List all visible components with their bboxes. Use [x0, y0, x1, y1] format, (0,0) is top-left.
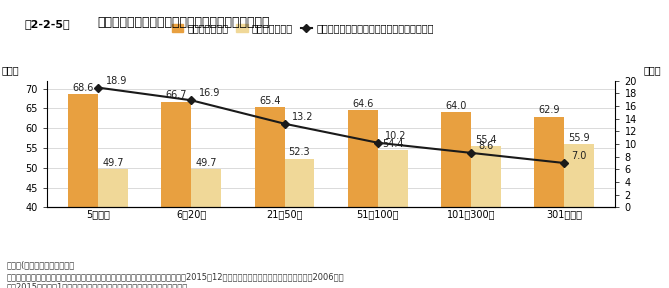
Text: 資料：(株）東京商工リサーチ: 資料：(株）東京商工リサーチ — [7, 261, 75, 270]
Text: 62.9: 62.9 — [539, 105, 560, 115]
Text: 66.7: 66.7 — [166, 90, 187, 101]
Text: 52.3: 52.3 — [288, 147, 310, 158]
Text: 55.4: 55.4 — [475, 135, 496, 145]
Bar — [348, 110, 378, 288]
Text: 7.0: 7.0 — [572, 151, 587, 161]
Text: 16.9: 16.9 — [199, 88, 220, 98]
Bar — [535, 117, 564, 288]
Text: 13.2: 13.2 — [292, 112, 314, 122]
Text: 2015年の間に1度以上経営者交代している中小企業を対象としている。: 2015年の間に1度以上経営者交代している中小企業を対象としている。 — [7, 283, 188, 288]
Bar — [378, 150, 407, 288]
Text: 経営者交代による平均年齢の変化（従業員規模別）: 経営者交代による平均年齢の変化（従業員規模別） — [97, 16, 270, 29]
Text: 65.4: 65.4 — [259, 96, 280, 106]
Text: 49.7: 49.7 — [195, 158, 217, 168]
Text: 第2-2-5図: 第2-2-5図 — [24, 19, 70, 29]
Text: （注）（株）東京商工リサーチが保有する企業データベースに収録されており、2015年12月時点で活動中であることが確認でき、2006年～: （注）（株）東京商工リサーチが保有する企業データベースに収録されており、2015… — [7, 272, 345, 281]
Text: 54.4: 54.4 — [382, 139, 403, 149]
Legend: 交代前平均年齢, 交代後平均年齢, 経営者交代で下がった年齢の平均（右目盛）: 交代前平均年齢, 交代後平均年齢, 経営者交代で下がった年齢の平均（右目盛） — [168, 20, 438, 37]
Text: 64.6: 64.6 — [352, 99, 373, 109]
Text: 8.6: 8.6 — [478, 141, 494, 151]
Text: 64.0: 64.0 — [446, 101, 467, 111]
Bar — [441, 112, 471, 288]
Bar — [68, 94, 98, 288]
Bar — [98, 169, 128, 288]
Text: 10.2: 10.2 — [385, 131, 407, 141]
Bar — [564, 144, 594, 288]
Bar — [471, 146, 501, 288]
Bar — [191, 169, 221, 288]
Text: 18.9: 18.9 — [106, 76, 127, 86]
Text: 49.7: 49.7 — [102, 158, 124, 168]
Text: 55.9: 55.9 — [568, 133, 590, 143]
Bar — [255, 107, 284, 288]
Bar — [161, 102, 191, 288]
Text: 68.6: 68.6 — [72, 83, 94, 93]
Bar — [284, 159, 314, 288]
Text: （歳）: （歳） — [1, 66, 19, 75]
Text: （歳）: （歳） — [644, 66, 661, 75]
